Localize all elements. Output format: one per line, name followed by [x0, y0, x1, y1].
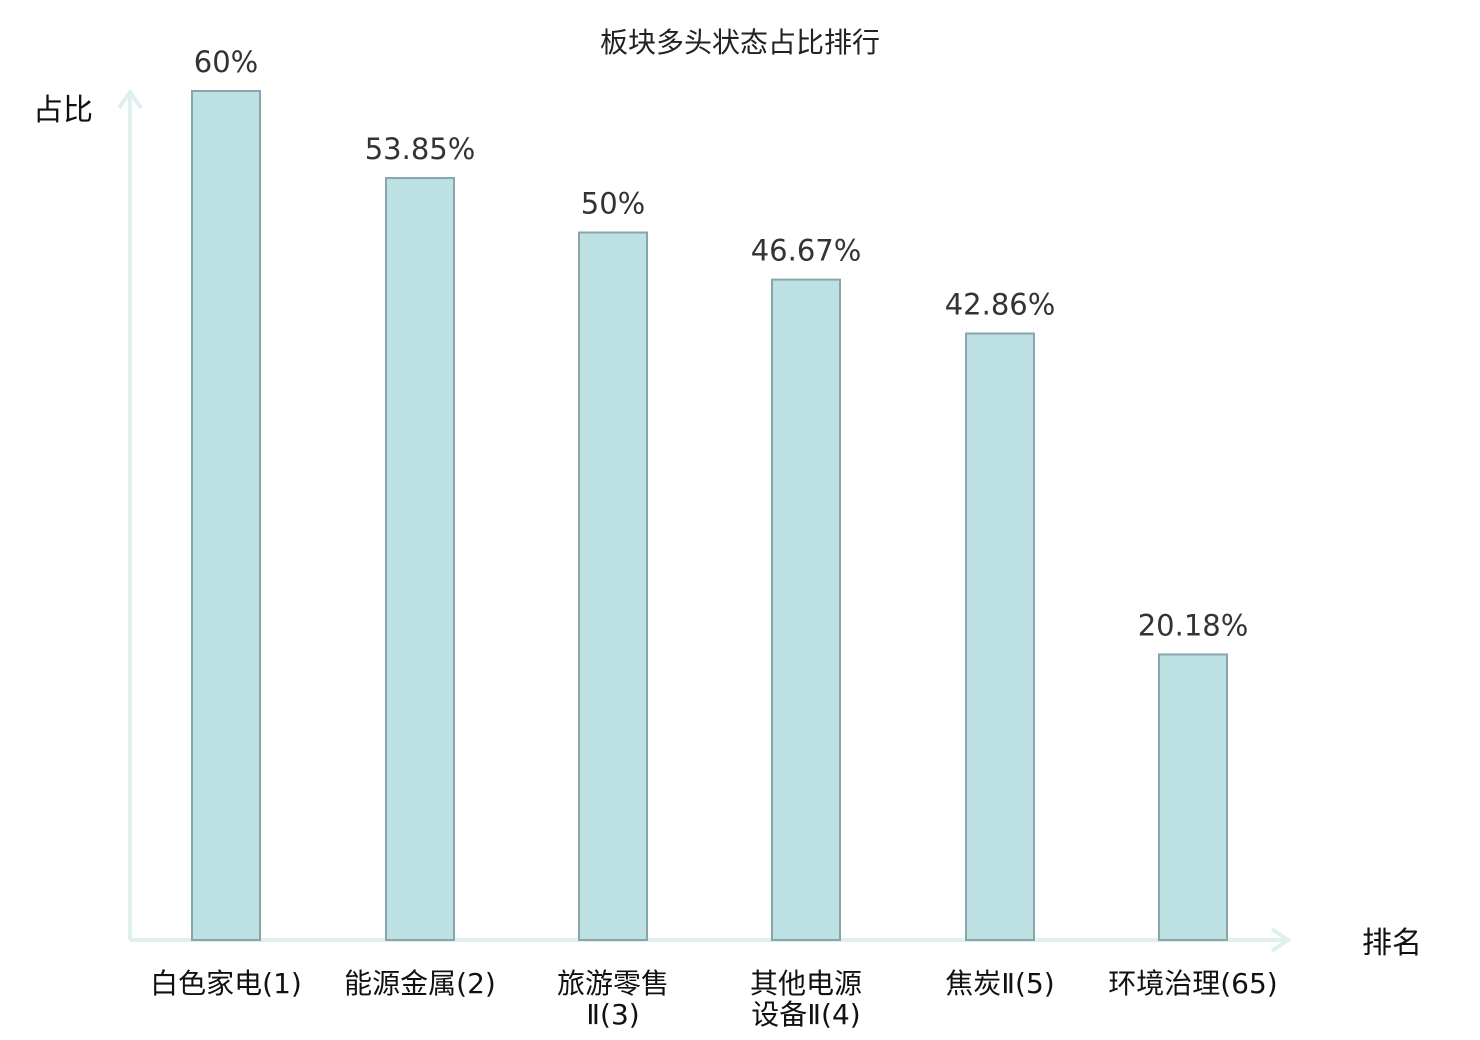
value-label-2: 53.85%	[365, 132, 476, 166]
bar-2	[385, 177, 455, 941]
bar-4	[771, 278, 841, 941]
category-label-5: 焦炭Ⅱ(5)	[945, 967, 1054, 1000]
x-axis	[130, 927, 1292, 953]
y-axis	[117, 88, 143, 940]
category-label-6: 环境治理(65)	[1108, 967, 1277, 1000]
x-axis-label: 排名	[1362, 926, 1422, 961]
category-label-2: 能源金属(2)	[344, 967, 496, 1000]
bar-1	[191, 90, 261, 941]
value-label-group: 60% 53.85% 50% 46.67% 42.86% 20.18%	[194, 45, 1249, 642]
value-label-6: 20.18%	[1138, 608, 1249, 642]
value-label-1: 60%	[194, 45, 258, 79]
category-label-group: 白色家电(1) 能源金属(2) 旅游零售 Ⅱ(3) 其他电源设备Ⅱ(4) 焦炭Ⅱ(5) 环境…	[150, 967, 1278, 1031]
value-label-5: 42.86%	[945, 288, 1056, 322]
bar-6	[1158, 653, 1228, 941]
chart-title: 板块多头状态占比排行	[600, 26, 880, 59]
value-label-3: 50%	[581, 187, 645, 221]
bar-3	[578, 231, 648, 941]
category-label-3: 旅游零售 Ⅱ(3)	[557, 967, 669, 1031]
bar-group	[191, 90, 1228, 941]
category-label-1: 白色家电(1)	[150, 967, 302, 1000]
y-axis-label: 占比	[33, 93, 93, 128]
category-label-4: 其他电源设备Ⅱ(4)	[750, 967, 862, 1031]
bar-5	[965, 332, 1035, 941]
value-label-4: 46.67%	[751, 234, 862, 268]
